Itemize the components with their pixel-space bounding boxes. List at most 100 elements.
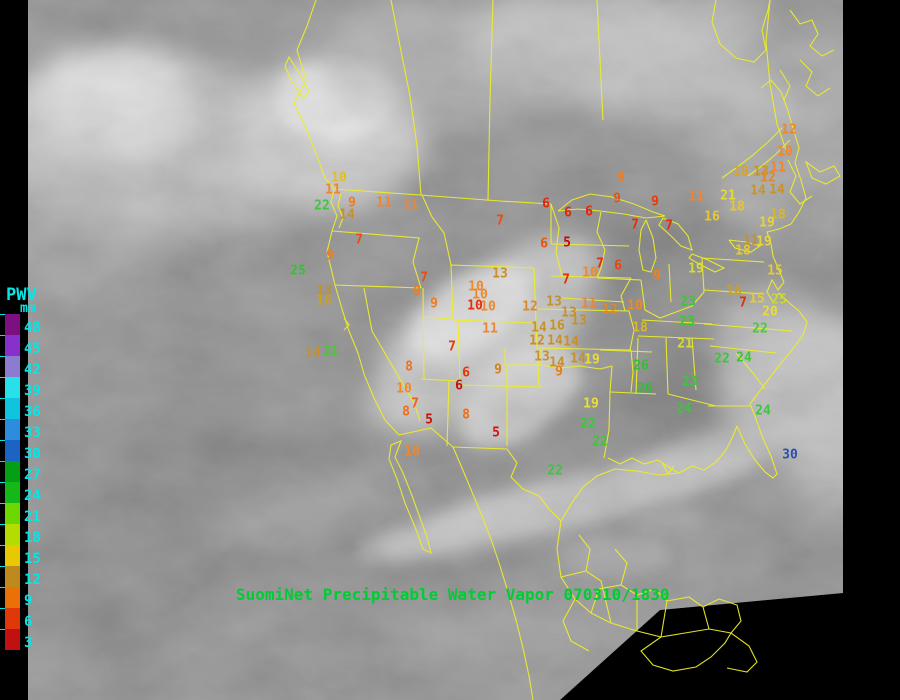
legend-entry: 33 <box>0 419 64 440</box>
station-value: 15 <box>749 291 765 307</box>
legend-swatch <box>5 398 20 419</box>
legend-label: 18 <box>24 530 41 546</box>
legend-label: 12 <box>24 572 41 588</box>
legend-label: 48 <box>24 320 41 336</box>
legend-label: 33 <box>24 425 41 441</box>
station-value: 6 <box>455 378 463 394</box>
legend-tick <box>0 461 5 462</box>
legend-title: PWV <box>6 285 37 305</box>
station-value: 6 <box>564 205 572 221</box>
legend-label: 36 <box>24 404 41 420</box>
station-value: 16 <box>316 293 332 309</box>
legend-swatch <box>5 461 20 482</box>
station-value: 11 <box>482 321 498 337</box>
station-value: 6 <box>540 236 548 252</box>
legend-swatch <box>5 440 20 461</box>
legend-tick <box>0 629 5 630</box>
legend-tick <box>0 440 5 441</box>
legend-label: 9 <box>24 593 33 609</box>
legend-label: 24 <box>24 488 41 504</box>
station-value: 16 <box>704 209 720 225</box>
legend-tick <box>0 482 5 483</box>
station-value: 13 <box>492 266 508 282</box>
station-value: 22 <box>580 416 596 432</box>
station-value: 9 <box>653 268 661 284</box>
station-value: 16 <box>726 283 742 299</box>
station-value: 6 <box>462 365 470 381</box>
station-value: 11 <box>403 197 419 213</box>
legend-tick <box>0 419 5 420</box>
station-value: 11 <box>325 182 341 198</box>
station-value: 26 <box>637 381 653 397</box>
station-value: 11 <box>743 233 759 249</box>
station-value: 7 <box>596 256 604 272</box>
station-value: 9 <box>348 195 356 211</box>
station-value: 18 <box>735 243 751 259</box>
legend-tick <box>0 566 5 567</box>
legend-tick <box>0 524 5 525</box>
station-value: 13 <box>561 305 577 321</box>
legend-swatch <box>5 377 20 398</box>
station-value: 7 <box>420 270 428 286</box>
station-value: 8 <box>402 404 410 420</box>
station-value: 12 <box>781 122 797 138</box>
legend-unit: mm <box>20 301 36 316</box>
station-value: 9 <box>555 364 563 380</box>
station-value: 7 <box>631 217 639 233</box>
legend-label: 27 <box>24 467 41 483</box>
station-value: 7 <box>562 272 570 288</box>
station-value: 13 <box>546 294 562 310</box>
station-value: 10 <box>582 265 598 281</box>
station-value: 11 <box>688 189 704 205</box>
station-value: 6 <box>585 204 593 220</box>
legend-entry: 48 <box>0 314 64 335</box>
station-value: 10 <box>627 298 643 314</box>
station-value: 14 <box>549 355 565 371</box>
state-boundaries <box>284 0 841 700</box>
legend-entry: 30 <box>0 440 64 461</box>
legend-swatch <box>5 566 20 587</box>
station-value: 19 <box>583 396 599 412</box>
station-value: 21 <box>677 336 693 352</box>
station-value: 18 <box>770 207 786 223</box>
station-value: 12 <box>522 299 538 315</box>
station-value: 19 <box>756 234 772 250</box>
legend-swatch <box>5 503 20 524</box>
station-value: 13 <box>571 313 587 329</box>
station-value: 13 <box>753 164 769 180</box>
legend-swatch <box>5 545 20 566</box>
legend-entry: 12 <box>0 566 64 587</box>
station-value: 10 <box>472 287 488 303</box>
legend-label: 15 <box>24 551 41 567</box>
station-value: 19 <box>759 215 775 231</box>
station-value: 6 <box>542 196 550 212</box>
station-value: 7 <box>448 339 456 355</box>
legend-entry: 18 <box>0 524 64 545</box>
station-value: 18 <box>733 164 749 180</box>
legend-entry: 21 <box>0 503 64 524</box>
station-value: 10 <box>467 298 483 314</box>
station-value: 9 <box>494 362 502 378</box>
station-value: 7 <box>355 232 363 248</box>
station-value: 14 <box>305 345 321 361</box>
station-value: 26 <box>633 358 649 374</box>
station-value: 9 <box>617 170 625 186</box>
legend-entry: 24 <box>0 482 64 503</box>
station-value: 14 <box>547 333 563 349</box>
station-value: 24 <box>676 401 692 417</box>
station-value: 12 <box>760 170 776 186</box>
legend-entry: 6 <box>0 608 64 629</box>
legend-entry: 45 <box>0 335 64 356</box>
station-value: 10 <box>331 170 347 186</box>
station-value: 30 <box>782 447 798 463</box>
station-value: 14 <box>750 183 766 199</box>
station-value: 19 <box>584 352 600 368</box>
station-value: 18 <box>729 199 745 215</box>
legend-entry: 27 <box>0 461 64 482</box>
station-value: 24 <box>755 403 771 419</box>
station-value: 13 <box>534 349 550 365</box>
station-value: 14 <box>531 320 547 336</box>
legend-tick <box>0 545 5 546</box>
